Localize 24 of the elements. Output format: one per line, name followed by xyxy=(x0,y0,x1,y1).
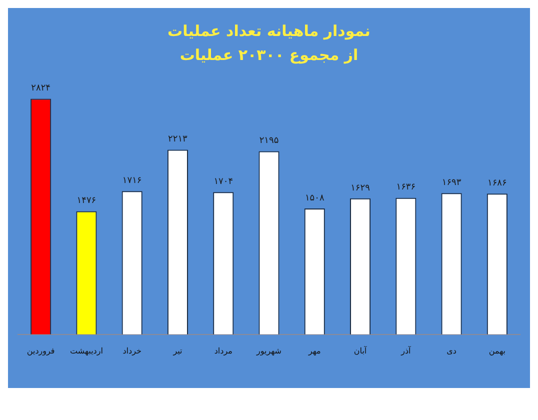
data-label: ۲۲۱۳ xyxy=(168,134,188,145)
data-label: ۱۶۸۶ xyxy=(488,178,508,189)
x-tick-label: آبان xyxy=(354,345,368,356)
x-tick-label: بهمن xyxy=(488,346,506,356)
data-label: ۱۴۷۶ xyxy=(76,196,96,206)
x-tick-label: شهریور xyxy=(255,346,282,356)
data-label: ۱۵۰۸ xyxy=(304,193,324,204)
x-tick-label: خرداد xyxy=(122,346,142,356)
chart-title: نمودار ماهیانه تعداد عملیات xyxy=(166,22,372,40)
data-label: ۱۷۱۶ xyxy=(122,176,142,186)
x-tick-label: اردیبهشت xyxy=(70,346,103,356)
data-label: ۱۶۳۶ xyxy=(396,182,416,193)
data-label: ۲۱۹۵ xyxy=(259,136,279,146)
x-tick-label: آذر xyxy=(400,345,412,356)
x-tick-label: فروردین xyxy=(26,346,55,356)
chart-subtitle: از مجموع ۲۰۳۰۰ عملیات xyxy=(178,46,360,64)
data-label: ۲۸۲۴ xyxy=(31,84,51,94)
x-tick-label: مهر xyxy=(307,346,321,356)
data-label: ۱۶۹۳ xyxy=(442,178,462,188)
x-tick-label: دی xyxy=(446,346,457,356)
x-tick-label: تیر xyxy=(172,346,182,356)
x-tick-label: مرداد xyxy=(214,346,232,356)
data-label: ۱۶۲۹ xyxy=(350,183,370,194)
data-label: ۱۷۰۴ xyxy=(214,177,234,188)
